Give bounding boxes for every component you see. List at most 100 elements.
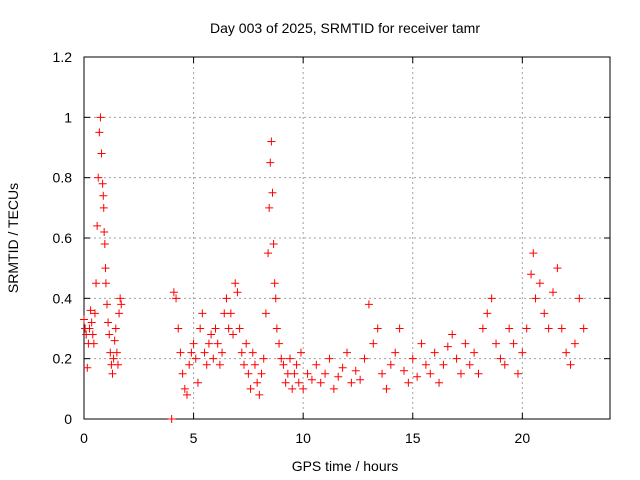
data-point [213, 339, 222, 348]
data-point [382, 384, 391, 393]
data-point [271, 294, 280, 303]
data-point [513, 369, 522, 378]
data-point [474, 369, 483, 378]
data-point [292, 360, 301, 369]
data-point [183, 390, 192, 399]
data-point [286, 354, 295, 363]
data-point [222, 294, 231, 303]
data-point [557, 324, 566, 333]
data-point [101, 264, 110, 273]
data-point [209, 354, 218, 363]
data-point [369, 339, 378, 348]
data-point [417, 339, 426, 348]
data-point [204, 339, 213, 348]
data-point [83, 363, 92, 372]
data-point [299, 384, 308, 393]
data-point [492, 339, 501, 348]
data-point [452, 354, 461, 363]
data-point [178, 369, 187, 378]
data-point [261, 309, 270, 318]
data-point [202, 360, 211, 369]
x-tick-label: 0 [80, 430, 88, 446]
data-point [105, 330, 114, 339]
y-tick-label: 0.2 [53, 351, 73, 367]
data-point [99, 191, 108, 200]
data-point [364, 300, 373, 309]
data-point [92, 279, 101, 288]
data-point [80, 315, 88, 324]
data-point [456, 369, 465, 378]
data-point [185, 360, 194, 369]
data-point [93, 221, 102, 230]
y-tick-label: 1.2 [53, 49, 73, 65]
data-point [235, 324, 244, 333]
data-point [87, 318, 96, 327]
data-point [94, 173, 103, 182]
data-point [117, 300, 126, 309]
data-point [290, 369, 299, 378]
data-point [85, 324, 94, 333]
data-point [404, 378, 413, 387]
data-point [268, 188, 277, 197]
data-point [483, 309, 492, 318]
data-point [100, 227, 109, 236]
data-point [426, 369, 435, 378]
data-point [351, 366, 360, 375]
data-point [321, 369, 330, 378]
data-point [395, 324, 404, 333]
data-point [88, 330, 97, 339]
data-point [356, 375, 365, 384]
data-point [509, 339, 518, 348]
data-point [266, 158, 275, 167]
data-point [239, 360, 248, 369]
x-tick-label: 5 [190, 430, 198, 446]
data-point [111, 324, 120, 333]
data-point [549, 288, 558, 297]
data-point [90, 309, 99, 318]
data-point [413, 372, 422, 381]
data-point [96, 113, 105, 122]
data-point [246, 384, 255, 393]
data-point [174, 324, 183, 333]
data-point [270, 279, 279, 288]
chart-title: Day 003 of 2025, SRMTID for receiver tam… [210, 20, 480, 36]
data-point [535, 279, 544, 288]
data-point [531, 294, 540, 303]
data-point [465, 360, 474, 369]
data-point [470, 348, 479, 357]
data-point [112, 348, 121, 357]
data-point [360, 354, 369, 363]
data-point [527, 270, 536, 279]
data-point [269, 240, 278, 249]
data-point [100, 240, 109, 249]
data-point [264, 249, 273, 258]
data-point [110, 336, 119, 345]
data-point [257, 369, 266, 378]
data-point [255, 390, 264, 399]
data-point [478, 324, 487, 333]
data-point [200, 348, 209, 357]
data-point [334, 372, 343, 381]
x-tick-label: 20 [515, 430, 531, 446]
data-point [113, 360, 122, 369]
data-point [253, 378, 262, 387]
data-point [103, 300, 112, 309]
data-point [169, 288, 178, 297]
data-point [579, 324, 588, 333]
data-point [307, 375, 316, 384]
data-point [207, 330, 216, 339]
ticks: 0 0.2 0.4 0.6 0.8 1 1.2 0 5 10 15 20 [53, 49, 610, 446]
data-point [167, 415, 176, 423]
data-point [191, 354, 200, 363]
data-point [378, 369, 387, 378]
data-point [522, 324, 531, 333]
data-point [553, 264, 562, 273]
data-point [176, 348, 185, 357]
data-point [544, 324, 553, 333]
x-tick-label: 10 [295, 430, 311, 446]
data-point [108, 369, 117, 378]
data-point [288, 384, 297, 393]
data-point [229, 330, 238, 339]
